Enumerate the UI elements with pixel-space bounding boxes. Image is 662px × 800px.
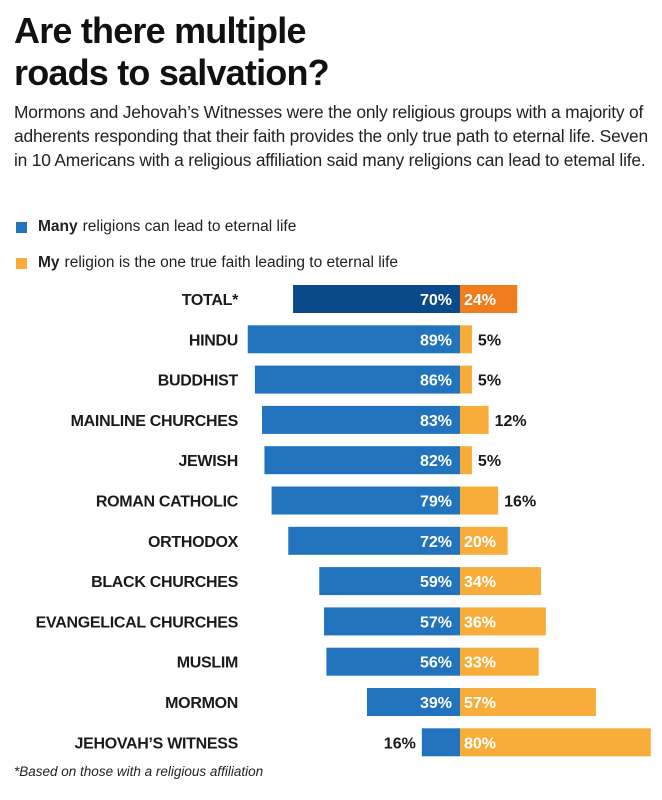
bar-many-hindu — [247, 325, 460, 354]
legend-item-my: My religion is the one true faith leadin… — [16, 254, 398, 272]
chart-subtitle: Mormons and Jehovah’s Witnesses were the… — [14, 102, 648, 170]
bar-many-muslim — [326, 647, 460, 676]
bar-many-jewish — [264, 446, 460, 475]
bar-many-black-churches — [319, 567, 460, 596]
value-label-my-muslim: 33% — [464, 655, 496, 672]
bar-many-buddhist — [254, 365, 460, 394]
bar-many-total — [293, 285, 460, 313]
category-label-muslim: MUSLIM — [177, 655, 238, 672]
value-label-my-orthodox: 20% — [464, 534, 496, 551]
value-label-many-jehovah-s-witness: 16% — [384, 735, 416, 752]
category-label-orthodox: ORTHODOX — [148, 534, 239, 551]
value-label-many-buddhist: 86% — [420, 373, 452, 390]
category-label-hindu: HINDU — [189, 332, 238, 349]
value-label-my-jewish: 5% — [478, 453, 501, 470]
bar-my-jehovah-s-witness — [460, 728, 651, 757]
value-label-many-jewish: 82% — [420, 453, 452, 470]
value-label-my-hindu: 5% — [478, 332, 501, 349]
bar-my-black-churches — [460, 567, 542, 596]
category-label-mormon: MORMON — [165, 695, 238, 712]
bar-many-mainline-churches — [262, 405, 460, 434]
value-label-my-black-churches: 34% — [464, 574, 496, 591]
bar-my-total — [460, 285, 518, 313]
title-line-1: Are there multiple — [14, 10, 306, 51]
bar-many-mormon — [366, 688, 460, 716]
bar-my-orthodox — [460, 526, 508, 555]
legend-swatch-my — [16, 257, 27, 269]
value-label-many-roman-catholic: 79% — [420, 494, 452, 511]
category-label-mainline-churches: MAINLINE CHURCHES — [71, 413, 239, 430]
legend-swatch-many — [16, 221, 27, 233]
value-label-many-total: 70% — [420, 292, 452, 309]
bar-my-mormon — [460, 688, 596, 716]
value-label-my-mainline-churches: 12% — [495, 413, 527, 430]
value-label-my-evangelical-churches: 36% — [464, 614, 496, 631]
value-label-many-muslim: 56% — [420, 655, 452, 672]
value-label-many-orthodox: 72% — [420, 534, 452, 551]
bar-my-buddhist — [460, 365, 472, 394]
legend-item-many: Many religions can lead to eternal life — [16, 218, 296, 236]
title-line-2: roads to salvation? — [14, 52, 330, 93]
value-label-my-roman-catholic: 16% — [504, 494, 536, 511]
legend-text-my: religion is the one true faith leading t… — [64, 254, 399, 271]
category-label-black-churches: BLACK CHURCHES — [91, 574, 239, 591]
bar-my-hindu — [460, 325, 472, 354]
value-label-my-mormon: 57% — [464, 695, 496, 712]
bar-my-jewish — [460, 446, 472, 475]
bar-my-muslim — [460, 647, 539, 676]
value-label-many-mormon: 39% — [420, 695, 452, 712]
bar-my-evangelical-churches — [460, 607, 546, 636]
legend-text-many: religions can lead to eternal life — [82, 218, 297, 235]
bar-many-evangelical-churches — [324, 607, 460, 636]
value-label-many-hindu: 89% — [420, 332, 452, 349]
legend-bold-many: Many — [38, 218, 78, 235]
value-label-many-mainline-churches: 83% — [420, 413, 452, 430]
value-label-my-total: 24% — [464, 292, 496, 309]
bar-my-roman-catholic — [460, 486, 499, 515]
category-label-evangelical-churches: EVANGELICAL CHURCHES — [36, 614, 239, 631]
category-label-jewish: JEWISH — [178, 453, 238, 470]
value-label-my-buddhist: 5% — [478, 373, 501, 390]
category-label-total: TOTAL* — [182, 292, 239, 309]
category-label-roman-catholic: ROMAN CATHOLIC — [96, 494, 239, 511]
category-label-buddhist: BUDDHIST — [158, 373, 239, 390]
value-label-many-black-churches: 59% — [420, 574, 452, 591]
bar-many-jehovah-s-witness — [421, 728, 460, 757]
footnote: *Based on those with a religious affilia… — [14, 764, 264, 779]
bar-my-mainline-churches — [460, 405, 489, 434]
bar-many-roman-catholic — [271, 486, 460, 515]
chart-title: Are there multiple roads to salvation? — [14, 10, 654, 94]
legend-bold-my: My — [38, 254, 60, 271]
category-label-jehovah-s-witness: JEHOVAH’S WITNESS — [74, 735, 238, 752]
bar-many-orthodox — [288, 526, 460, 555]
diverging-bar-chart: TOTAL* 70% 24% HINDU 89% 5% BUDDHIST 86% 5% MAINL… — [36, 285, 651, 757]
value-label-many-evangelical-churches: 57% — [420, 614, 452, 631]
value-label-my-jehovah-s-witness: 80% — [464, 735, 496, 752]
